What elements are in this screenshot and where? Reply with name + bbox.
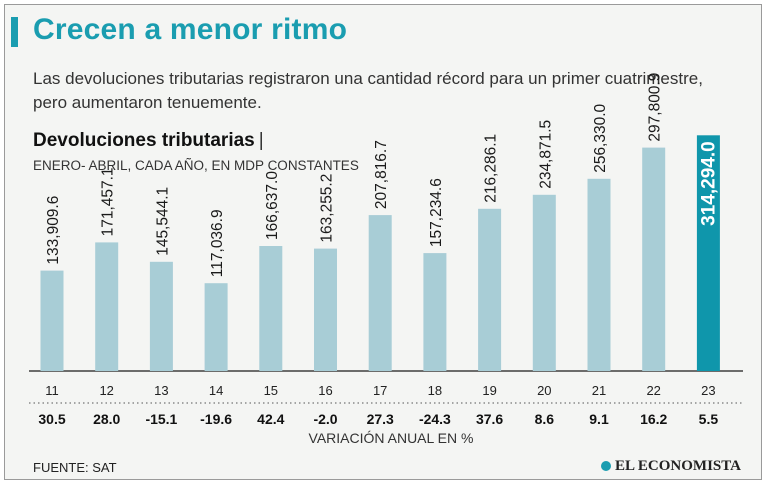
page-title: Crecen a menor ritmo [33,13,348,46]
value-label-22: 297,800.9 [647,73,664,142]
value-label-18: 157,234.6 [428,178,445,247]
tick-label-21: 21 [592,383,606,398]
variation-value-23: 5.5 [699,411,719,427]
tick-label-11: 11 [45,383,59,398]
chart-subtitle: ENERO- ABRIL, CADA AÑO, EN MDP CONSTANTE… [33,158,359,173]
variation-value-16: -2.0 [313,411,337,427]
tick-label-13: 13 [154,383,168,398]
variation-value-12: 28.0 [93,411,120,427]
value-label-15: 166,637.0 [264,171,281,240]
variation-value-20: 8.6 [535,411,555,427]
brand-name: EL ECONOMISTA [615,458,741,474]
tick-label-20: 20 [537,383,551,398]
variation-value-19: 37.6 [476,411,503,427]
value-label-21: 256,330.0 [592,103,609,172]
bar-11 [40,270,64,371]
variation-value-22: 16.2 [640,411,667,427]
bar-17 [368,215,392,371]
bar-chart: 133,909.6 11 30.5 171,457.1 12 28.0 145,544.1 1… [29,73,743,446]
title-accent-bar [11,17,18,47]
page-subtitle: Las devoluciones tributarias registraron… [33,69,703,112]
tick-label-23: 23 [701,383,715,398]
value-label-13: 145,544.1 [154,187,171,256]
value-label-14: 117,036.9 [209,209,226,277]
bar-14 [204,283,228,371]
value-label-19: 216,286.1 [483,134,500,203]
bar-16 [314,248,337,371]
tick-label-22: 22 [646,383,660,398]
chart-title: Devoluciones tributarias | [33,130,264,152]
variation-value-13: -15.1 [145,411,177,427]
bar-19 [478,208,502,371]
bar-23 [696,135,720,371]
tick-label-12: 12 [99,383,113,398]
value-label-16: 163,255.2 [319,174,336,243]
variation-value-11: 30.5 [38,411,65,427]
value-label-17: 207,816.7 [373,140,390,209]
variation-value-18: -24.3 [419,411,451,427]
brand-logo: EL ECONOMISTA [601,458,741,475]
value-label-20: 234,871.5 [537,120,554,189]
bar-22 [642,147,666,371]
tick-label-19: 19 [482,383,496,398]
globe-icon [601,461,611,471]
chart-title-separator: | [258,130,264,151]
value-label-11: 133,909.6 [45,196,62,265]
infographic-frame: Crecen a menor ritmo Las devoluciones tr… [4,4,762,480]
variation-caption: VARIACIÓN ANUAL EN % [309,430,474,446]
bar-20 [532,194,556,371]
tick-label-16: 16 [318,383,332,398]
bar-18 [423,253,447,371]
variation-value-21: 9.1 [589,411,609,427]
variation-value-14: -19.6 [200,411,232,427]
tick-label-15: 15 [264,383,278,398]
value-label-23: 314,294.0 [698,141,719,226]
source-note: FUENTE: SAT [33,460,117,475]
variation-value-17: 27.3 [367,411,394,427]
tick-label-17: 17 [373,383,387,398]
bar-15 [259,246,283,371]
bar-12 [95,242,119,371]
chart-title-text: Devoluciones tributarias [33,130,255,151]
tick-label-18: 18 [428,383,442,398]
bar-13 [149,261,173,371]
value-label-12: 171,457.1 [100,167,117,236]
tick-label-14: 14 [209,383,223,398]
bar-21 [587,178,611,371]
variation-value-15: 42.4 [257,411,284,427]
